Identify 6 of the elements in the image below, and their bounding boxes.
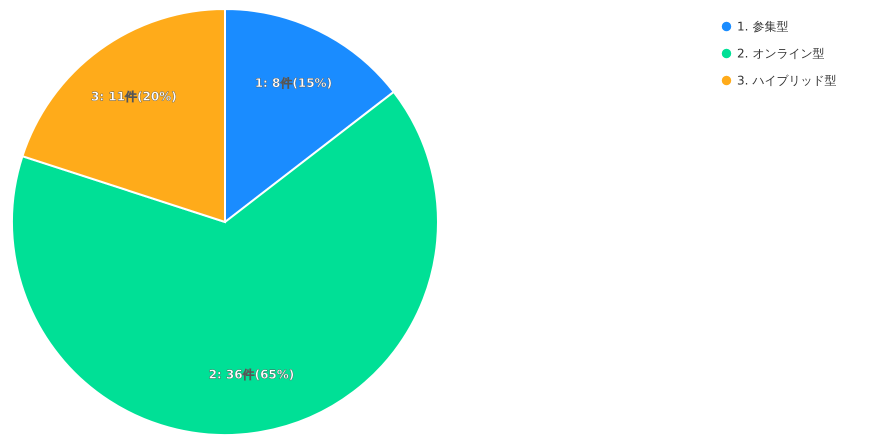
legend-label: 2. オンライン型 [737, 46, 824, 60]
legend-label: 3. ハイブリッド型 [737, 74, 836, 88]
legend-label: 1. 参集型 [737, 20, 788, 34]
data-label: 2: 36件(65%) [208, 368, 294, 382]
data-label: 3: 11件(20%) [91, 90, 177, 104]
data-label: 1: 8件(15%) [254, 76, 332, 90]
